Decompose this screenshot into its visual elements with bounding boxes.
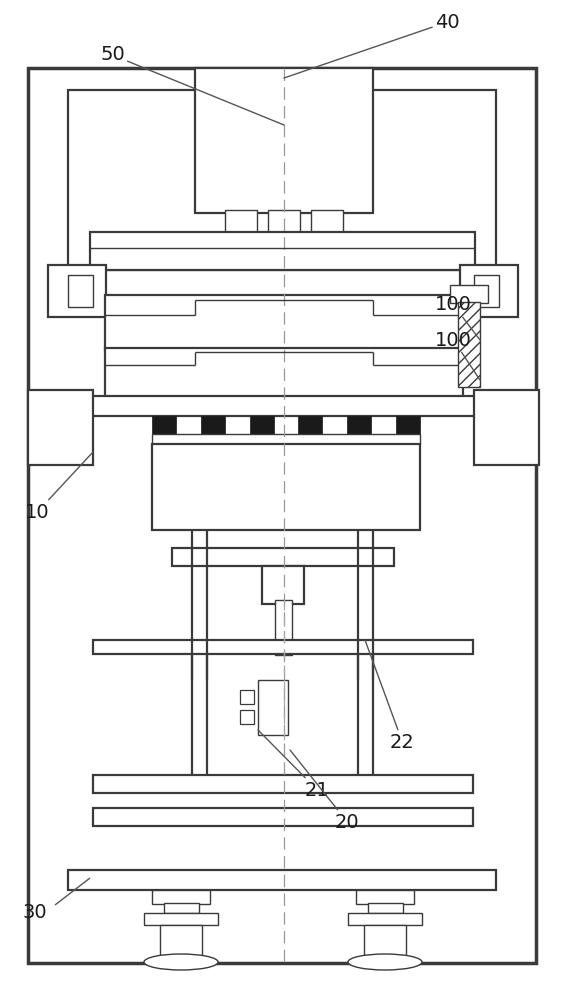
Bar xyxy=(311,210,343,232)
Bar xyxy=(68,275,93,307)
Bar xyxy=(172,548,394,566)
Bar xyxy=(152,434,420,444)
Bar xyxy=(152,416,176,436)
Bar xyxy=(262,566,304,604)
Bar xyxy=(348,913,422,925)
Bar xyxy=(368,903,403,913)
Text: 22: 22 xyxy=(365,640,414,752)
Text: 30: 30 xyxy=(22,902,46,922)
Bar xyxy=(68,870,496,890)
Bar xyxy=(275,600,292,655)
Bar xyxy=(460,265,518,317)
Ellipse shape xyxy=(144,954,218,970)
Bar xyxy=(48,265,106,317)
Bar xyxy=(258,680,288,735)
Bar xyxy=(195,68,373,213)
Bar xyxy=(396,416,420,436)
Bar xyxy=(240,710,254,724)
Bar xyxy=(93,775,473,793)
Bar xyxy=(164,903,199,913)
Bar xyxy=(90,396,475,416)
Ellipse shape xyxy=(348,954,422,970)
Bar xyxy=(28,390,93,465)
Text: 40: 40 xyxy=(284,12,460,78)
Bar xyxy=(249,416,274,436)
Text: 50: 50 xyxy=(100,45,284,125)
Bar xyxy=(356,890,414,904)
Bar xyxy=(93,808,473,826)
Text: 100: 100 xyxy=(435,296,480,340)
Bar xyxy=(152,890,210,904)
Bar xyxy=(240,690,254,704)
Text: 21: 21 xyxy=(258,730,330,800)
Bar xyxy=(474,275,499,307)
Bar xyxy=(28,68,536,963)
Bar xyxy=(68,90,496,270)
Bar xyxy=(450,285,488,303)
Bar xyxy=(225,210,257,232)
Bar xyxy=(347,416,371,436)
Bar xyxy=(90,232,475,270)
Bar xyxy=(160,925,202,963)
Bar xyxy=(298,416,323,436)
Bar xyxy=(93,640,473,654)
Bar xyxy=(152,444,420,530)
Text: 100: 100 xyxy=(435,330,480,380)
Text: 10: 10 xyxy=(25,452,93,522)
Bar xyxy=(268,210,300,232)
Text: 20: 20 xyxy=(290,750,359,832)
Bar xyxy=(144,913,218,925)
Bar xyxy=(364,925,406,963)
Bar xyxy=(201,416,225,436)
Bar xyxy=(458,302,480,387)
Bar xyxy=(474,390,539,465)
Bar xyxy=(105,295,463,350)
Bar xyxy=(105,348,463,398)
